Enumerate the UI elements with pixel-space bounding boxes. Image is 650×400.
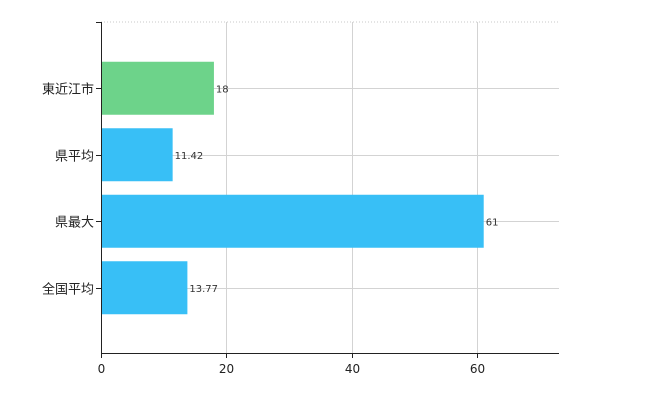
x-tick-label: 0 (98, 362, 106, 376)
category-label: 県平均 (55, 150, 94, 165)
bar-4 (101, 261, 188, 315)
bar-1 (101, 61, 214, 115)
data-label-3: 61 (486, 217, 499, 228)
bars (101, 61, 484, 315)
bar-2 (101, 128, 173, 182)
data-label-4: 13.77 (189, 284, 218, 295)
x-tick-label: 20 (219, 362, 234, 376)
bar-3 (101, 194, 484, 248)
category-label: 全国平均 (42, 282, 94, 298)
category-label: 県最大 (55, 216, 94, 231)
category-label: 東近江市 (42, 82, 94, 98)
x-tick-label: 60 (470, 362, 485, 376)
x-tick-label: 40 (345, 362, 360, 376)
data-label-2: 11.42 (175, 151, 204, 162)
data-label-1: 18 (216, 84, 229, 95)
axes (96, 22, 559, 358)
